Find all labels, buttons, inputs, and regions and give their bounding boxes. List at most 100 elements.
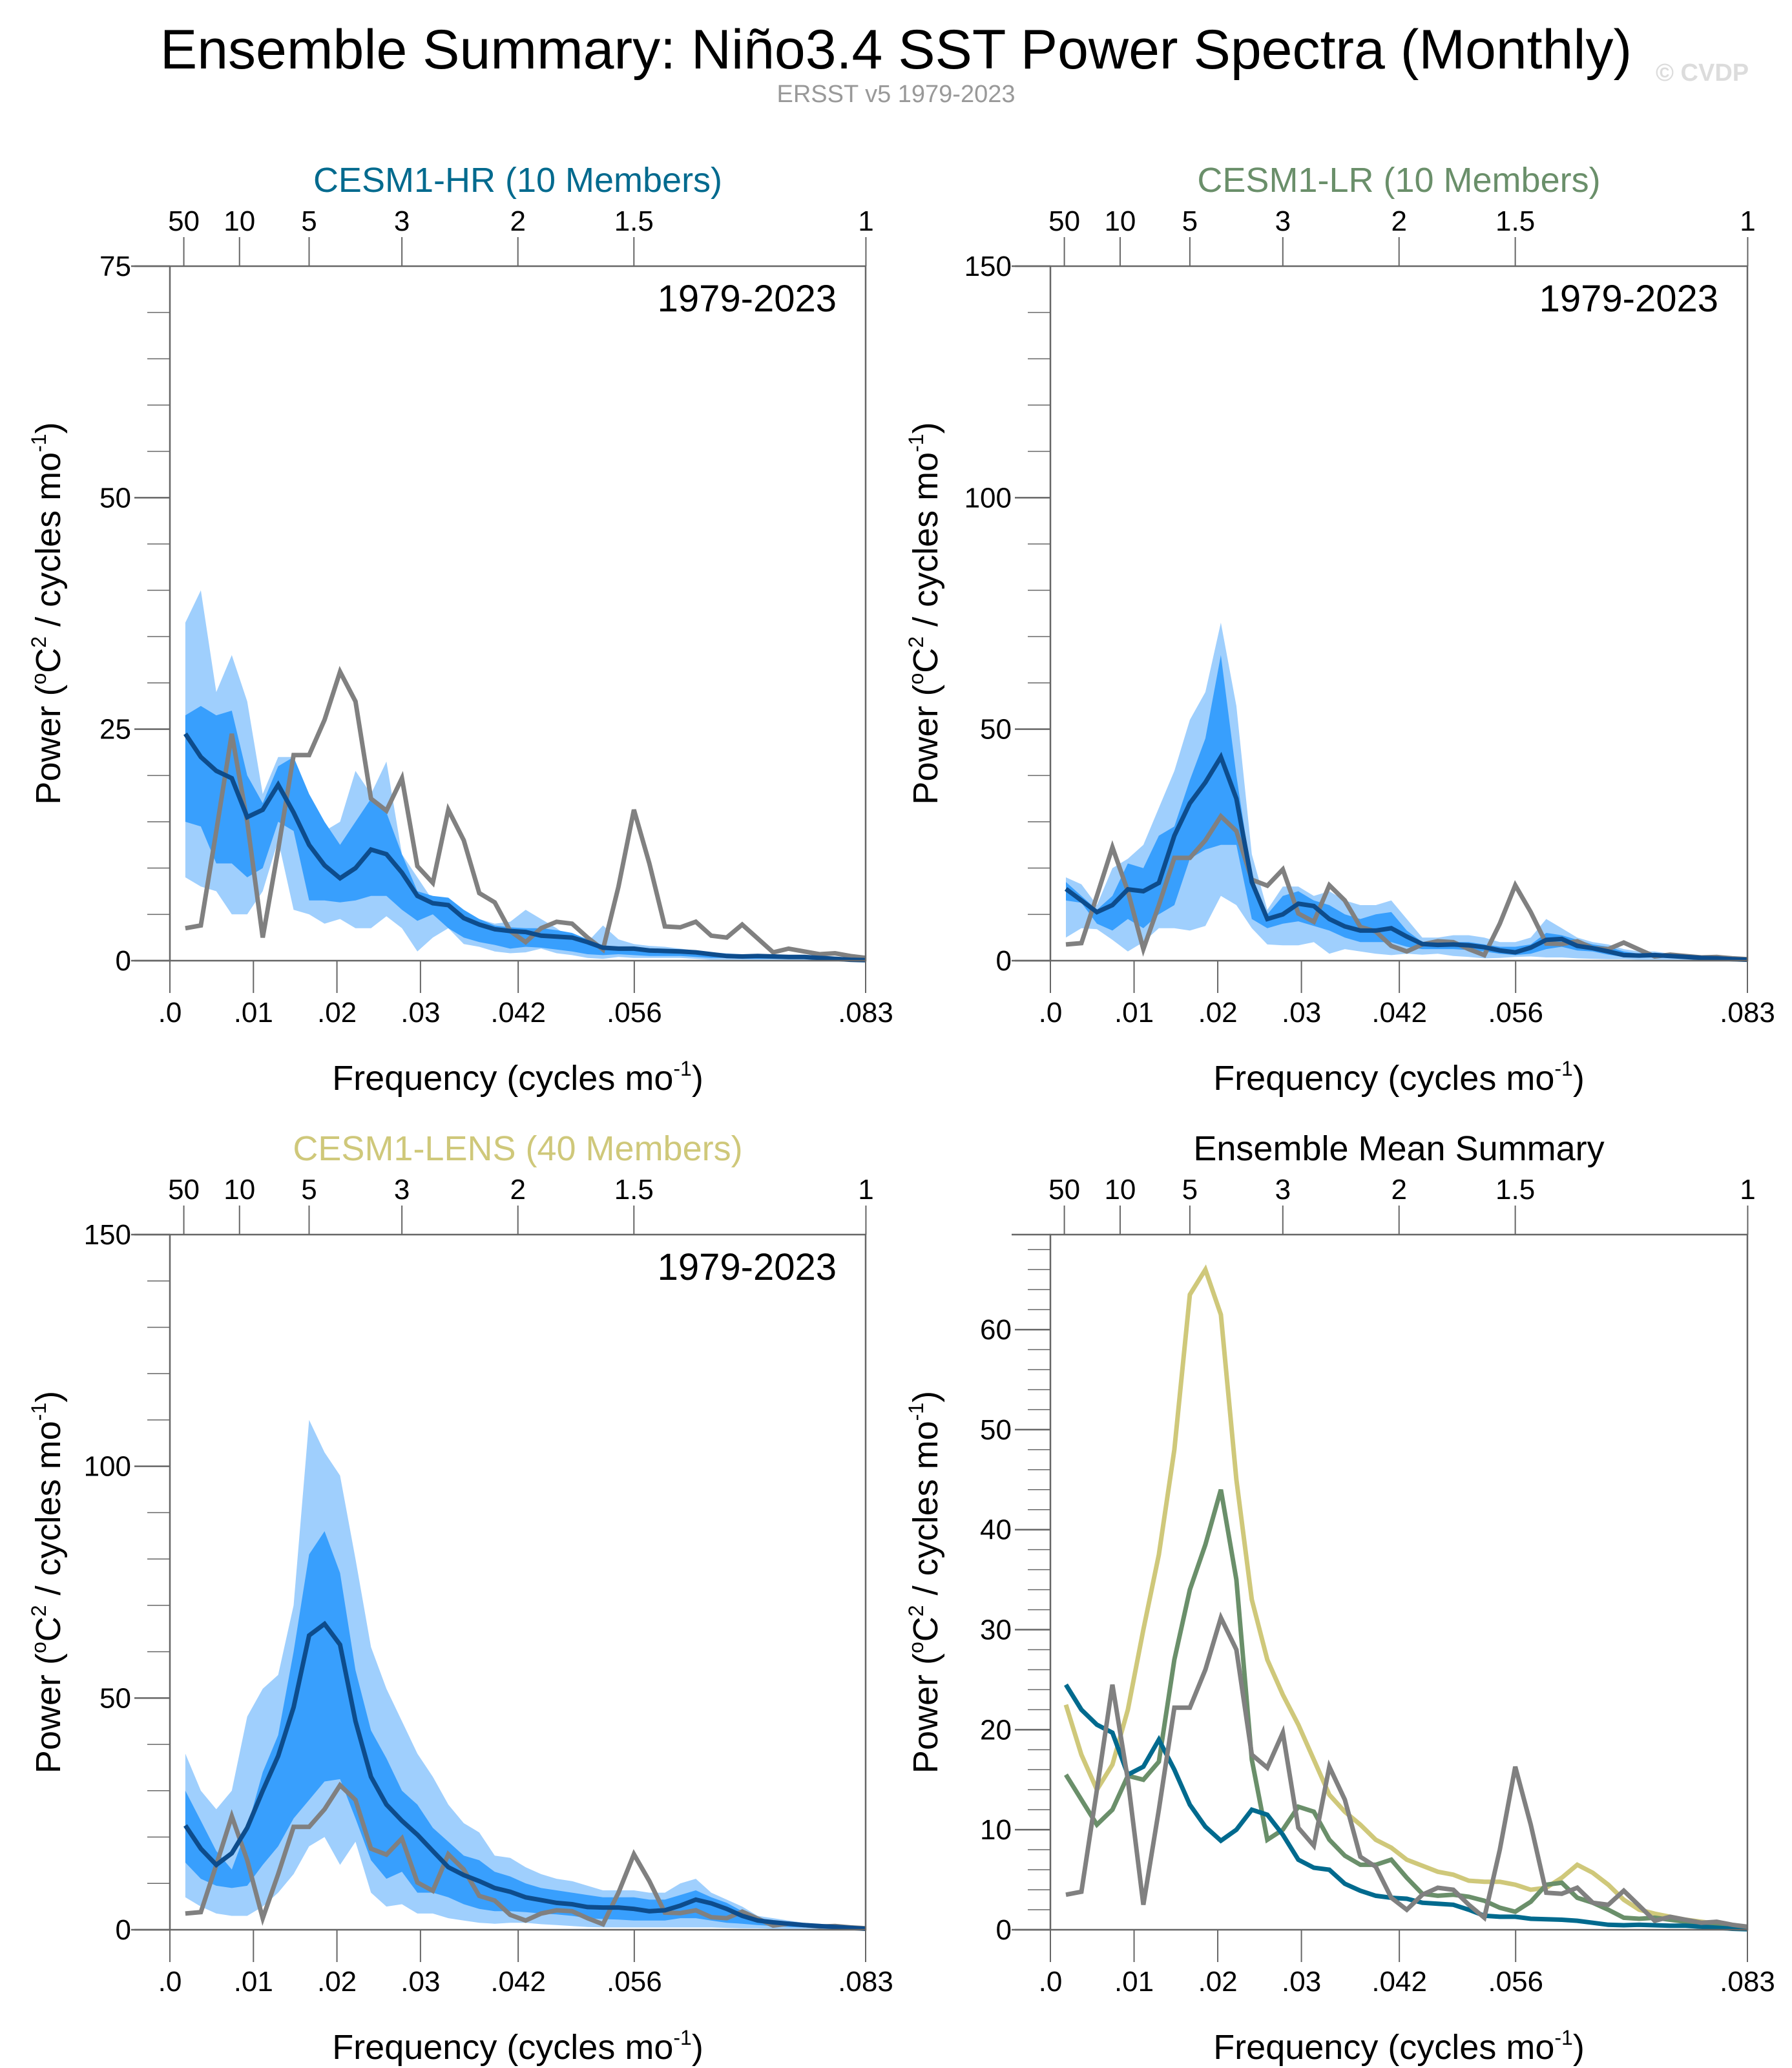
x-axis-label-sup: -1 [673,2026,691,2049]
x-tick-label: .01 [234,997,273,1029]
x-tick-label: .056 [607,997,662,1029]
y-axis-label: Power (oC2 / cycles mo-1) [904,422,945,804]
period-tick-label: 5 [1182,205,1198,237]
x-tick-label: .02 [317,997,357,1029]
y-tick-label: 100 [964,482,1012,514]
x-axis-label-close: ) [692,2028,703,2067]
band-inner [185,1531,866,1930]
y-axis-label-part: -1 [904,1403,928,1421]
y-axis-label-part: o [27,673,50,685]
y-axis-label-part: ) [29,1391,68,1403]
period-tick-label: 5 [1182,1174,1198,1206]
period-tick-label: 2 [1391,205,1406,237]
observed-line [185,1781,866,1931]
x-tick-label: .01 [1114,1966,1154,1998]
x-axis-label-close: ) [1573,1059,1585,1098]
y-axis-label-part: Power ( [906,685,945,805]
y-axis-label-part: / cycles mo [29,1421,68,1605]
y-axis-label: Power (oC2 / cycles mo-1) [904,1391,945,1773]
period-tick-label: 1.5 [1495,205,1535,237]
y-tick-label: 10 [980,1814,1012,1846]
period-tick-label: 1.5 [614,205,654,237]
x-axis-label-main: Frequency (cycles mo [332,2028,673,2067]
y-axis-label: Power (oC2 / cycles mo-1) [27,422,68,804]
y-tick-label: 40 [980,1514,1012,1546]
period-tick-label: 1.5 [614,1174,654,1206]
period-tick-label: 1 [858,205,873,237]
y-tick-label: 25 [99,714,131,746]
y-axis-label-part: -1 [27,1403,50,1421]
period-tick-label: 3 [1275,205,1291,237]
y-tick-label: 50 [99,482,131,514]
panel-lens: 0 50 100 150 .0 .01 .02 .03 .042 .056 .083 50 10 5 3 2 1… [27,1129,893,2067]
period-tick-label: 3 [1275,1174,1291,1206]
panel-title: CESM1-HR (10 Members) [313,161,722,200]
period-tick-label: 5 [301,1174,317,1206]
x-axis-label-main: Frequency (cycles mo [1213,2028,1554,2067]
x-tick-label: .083 [1720,1966,1775,1998]
y-tick-label: 0 [116,1914,131,1946]
y-axis-label-part: C [906,1616,945,1642]
y-tick-label: 150 [964,251,1012,282]
x-axis-label-main: Frequency (cycles mo [1213,1059,1554,1098]
y-axis-label-part: 2 [27,1605,50,1616]
x-axis-label: Frequency (cycles mo-1) [332,2026,703,2067]
y-tick-label: 75 [99,251,131,282]
x-axis-label-main: Frequency (cycles mo [332,1059,673,1098]
y-tick-label: 60 [980,1314,1012,1346]
x-tick-label: .042 [1371,997,1427,1029]
period-tick-label: 1.5 [1495,1174,1535,1206]
x-tick-label: .02 [1198,1966,1237,1998]
ensemble-mean-line [183,732,866,963]
y-axis-label-part: / cycles mo [906,1421,945,1605]
y-axis-label: Power (oC2 / cycles mo-1) [27,1391,68,1773]
y-axis-label-part: / cycles mo [906,452,945,636]
period-tick-label: 10 [1104,205,1136,237]
panel-hr: 0 25 50 75 .0 .01 .02 .03 .042 .056 .083 50 10 5 3 2 1.5… [27,161,893,1098]
y-axis-label-part: 2 [27,636,50,648]
ensemble-mean-line [1064,751,1748,963]
band-inner [1066,655,1748,961]
figure-subtitle: ERSST v5 1979-2023 [776,81,1016,108]
y-tick-label: 0 [996,945,1012,977]
y-tick-label: 0 [116,945,131,977]
series-line-observed-ersst-v5- [1065,1611,1748,1929]
y-axis-label-part: 2 [904,636,928,648]
x-axis-label-close: ) [692,1059,703,1098]
x-tick-label: .0 [1039,997,1063,1029]
x-tick-label: .042 [1371,1966,1427,1998]
y-axis-label-part: -1 [27,433,50,452]
band-outer [1066,622,1748,961]
y-axis-label-part: o [904,1642,928,1653]
x-tick-label: .01 [1114,997,1154,1029]
panel-summary: 0 10 20 30 40 50 60 .0 .01 .02 .03 .042 .056 .083 50 10… [904,1129,1775,2067]
panel-title: CESM1-LENS (40 Members) [293,1129,742,1168]
x-tick-label: .042 [490,1966,546,1998]
y-axis-label-part: 2 [904,1605,928,1616]
period-tick-label: 2 [510,1174,525,1206]
x-tick-label: .03 [401,1966,440,1998]
series-line-cesm1-lr [1064,1488,1748,1930]
y-tick-label: 50 [99,1682,131,1714]
y-axis-label-part: -1 [904,433,928,452]
series-line-cesm1-hr [1064,1683,1748,1932]
y-axis-label-part: C [906,648,945,673]
y-axis-label-part: ) [906,1391,945,1403]
y-axis-label-part: o [27,1642,50,1653]
x-tick-label: .083 [838,997,893,1029]
y-tick-label: 20 [980,1714,1012,1746]
x-tick-label: .0 [1039,1966,1063,1998]
panel-title: CESM1-LR (10 Members) [1197,161,1600,200]
period-tick-label: 50 [168,1174,200,1206]
period-annotation: 1979-2023 [1539,278,1718,320]
x-tick-label: .083 [1720,997,1775,1029]
period-tick-label: 10 [1104,1174,1136,1206]
x-tick-label: .02 [1198,997,1237,1029]
x-tick-label: .0 [158,1966,182,1998]
series-line-cesm1-lens [1063,1264,1748,1930]
y-tick-label: 100 [84,1451,131,1483]
x-tick-label: .01 [234,1966,273,1998]
y-tick-label: 50 [980,1414,1012,1446]
x-axis-label-sup: -1 [1554,2026,1572,2049]
period-tick-label: 1 [858,1174,873,1206]
